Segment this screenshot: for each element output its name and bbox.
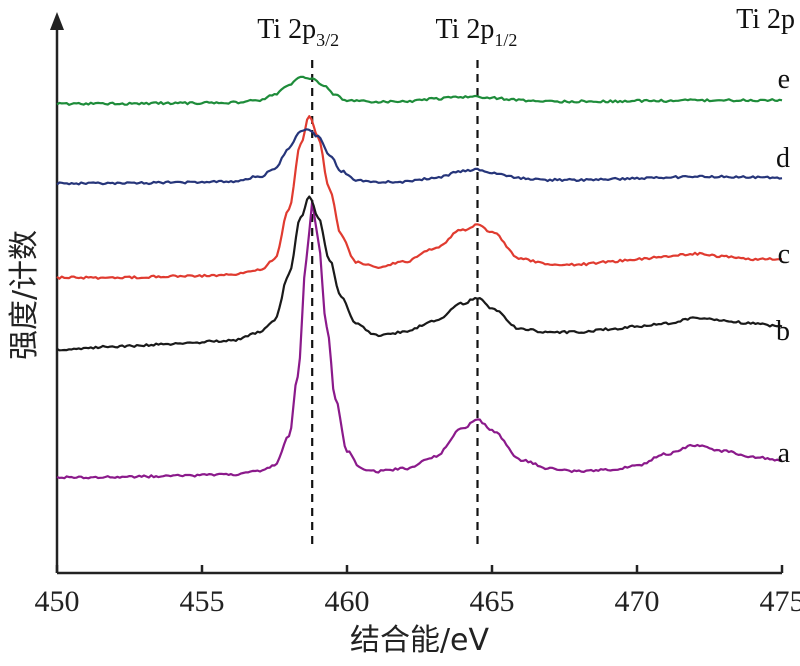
- labels: Ti 2p 结合能/eV 强度/计数: [7, 4, 795, 658]
- x-tick-label: 455: [180, 585, 225, 618]
- axes: 450 455 460 465 470 475: [35, 12, 800, 618]
- x-tick-label: 470: [615, 585, 660, 618]
- x-axis-title: 结合能/eV: [350, 623, 490, 658]
- series-label-d: d: [776, 143, 790, 174]
- series-label-b: b: [776, 316, 790, 347]
- peak-marker-label: Ti 2p1/2: [436, 14, 518, 50]
- series-label-a: a: [778, 438, 791, 469]
- series-line-d: [56, 128, 783, 186]
- series-line-e: [56, 75, 783, 106]
- y-axis-arrow: [50, 12, 64, 30]
- x-ticks: 450 455 460 465 470 475: [35, 565, 800, 618]
- x-tick-label: 450: [35, 585, 80, 618]
- peak-marker-label: Ti 2p3/2: [257, 14, 339, 50]
- y-axis-title: 强度/计数: [7, 230, 42, 360]
- series-label-c: c: [778, 239, 790, 270]
- x-tick-label: 465: [470, 585, 515, 618]
- series-label-e: e: [778, 64, 790, 95]
- series-line-b: [56, 195, 783, 352]
- series-line-c: [56, 115, 783, 280]
- corner-label: Ti 2p: [736, 4, 795, 35]
- x-tick-label: 475: [760, 585, 800, 618]
- peak-markers: Ti 2p3/2 Ti 2p1/2: [257, 14, 517, 545]
- spectra: a b c d e: [56, 64, 791, 480]
- series-line-a: [56, 200, 783, 480]
- x-tick-label: 460: [325, 585, 370, 618]
